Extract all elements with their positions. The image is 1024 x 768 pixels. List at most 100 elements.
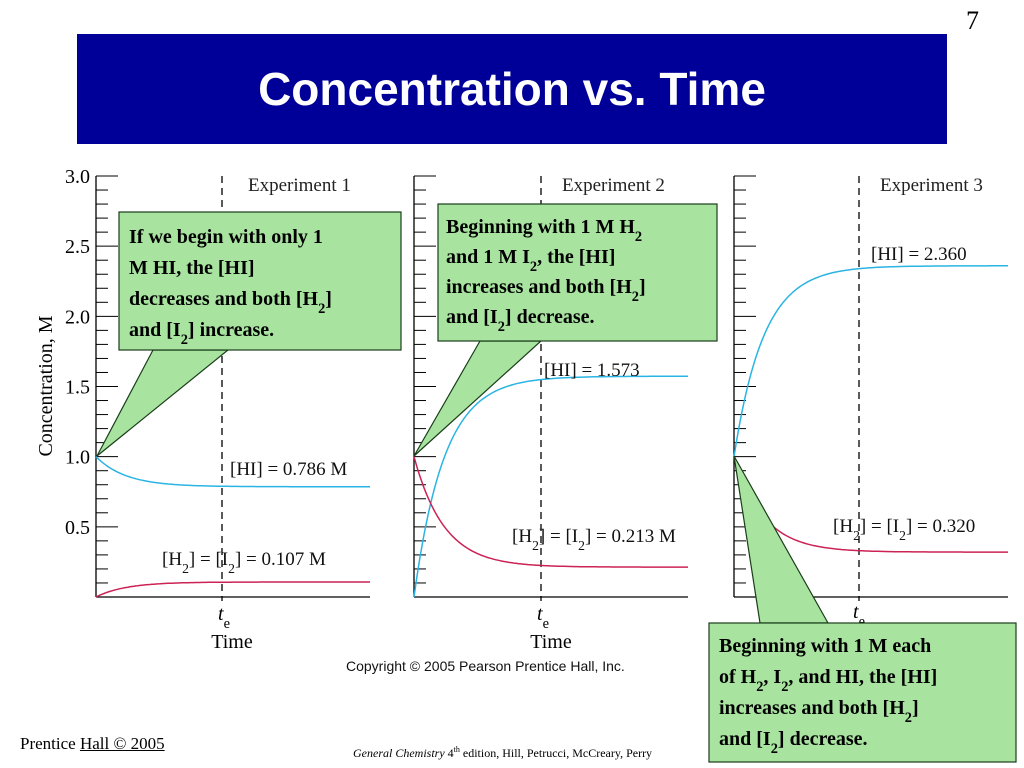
callout-text-line-part: increases and both [H — [446, 276, 632, 298]
callout-text-line-part: Beginning with 1 M each — [719, 635, 931, 657]
callout-text-line: of H2, I2, and HI, the [HI] — [719, 666, 937, 695]
y-tick-label: 1.5 — [65, 377, 90, 399]
callout-pointer — [413, 340, 543, 457]
h2-i2-equilibrium-label-part: 2 — [532, 538, 539, 553]
callout-text-line-part: , the [HI] — [537, 246, 615, 268]
hi-curve — [733, 265, 1008, 457]
y-tick-label: 2.0 — [65, 306, 90, 328]
slide-title: Concentration vs. Time — [258, 63, 766, 115]
callout-1: If we begin with only 1 M HI, the [HI] dec… — [96, 211, 402, 457]
callout-text-line-part: ] decrease. — [778, 728, 868, 750]
hi-curve — [95, 456, 370, 488]
h2-i2-equilibrium-label-part: ] = 0.320 — [906, 516, 975, 537]
h2-i2-curve — [413, 456, 688, 568]
callout-text-line-part: 2 — [632, 289, 639, 305]
footer-publisher: Prentice Hall © 2005 — [20, 734, 165, 754]
callout-text-line: decreases and both [H2] — [129, 288, 332, 317]
callout-text-line-part: If we begin with only 1 — [129, 226, 323, 248]
x-tick-t: t — [218, 603, 224, 625]
x-tick-t: t — [853, 601, 859, 623]
callout-text-line-part: ] — [912, 697, 919, 719]
x-tick-label-te: te — [218, 603, 230, 632]
callout-text-line: and [I2] decrease. — [446, 306, 595, 335]
callout-text-line-part: decreases and both [H — [129, 288, 319, 310]
panel-title: Experiment 1 — [248, 175, 351, 196]
h2-i2-curve — [733, 456, 1008, 553]
callout-text-line-part: ] increase. — [188, 319, 274, 341]
callout-text-line-part: , I — [763, 666, 781, 688]
callout-text-line-part: increases and both [H — [719, 697, 905, 719]
x-tick-label-te: te — [853, 601, 865, 630]
footer-book-citation: General Chemistry 4th edition, Hill, Pet… — [353, 745, 652, 761]
callout-box — [118, 211, 402, 351]
panel-experiment-1: [HI] = 0.786 M[H2] = [I2] = 0.107 MteTim… — [95, 175, 370, 653]
footer-publisher-prefix: Prentice — [20, 734, 80, 753]
callout-pointer — [733, 455, 830, 624]
footer-book-rest: edition, Hill, Petrucci, McCreary, Perry — [459, 746, 653, 760]
h2-i2-equilibrium-label: [H2] = [I2] = 0.213 M — [512, 526, 676, 553]
callout-text-line-part: and [I — [446, 306, 498, 328]
slide-number: 7 — [966, 6, 979, 35]
x-tick-t: t — [537, 603, 543, 625]
h2-i2-equilibrium-label-part: [H — [162, 549, 182, 570]
panel-title: Experiment 3 — [880, 175, 983, 196]
callout-text-line-part: ] — [325, 288, 332, 310]
callout-text-line: increases and both [H2] — [719, 697, 919, 726]
callout-text-line-part: 2 — [756, 679, 763, 695]
h2-i2-equilibrium-label-part: 2 — [853, 528, 860, 543]
h2-i2-equilibrium-label-part: ] = [I — [189, 549, 228, 570]
callout-text-line-part: 2 — [498, 319, 505, 335]
callout-box — [708, 622, 1017, 763]
title-banner: Concentration vs. Time — [77, 34, 947, 144]
footer-book-title: General Chemistry — [353, 746, 445, 760]
hi-equilibrium-label: [HI] = 0.786 M — [230, 459, 347, 480]
callout-text-line-part: 2 — [771, 741, 778, 757]
x-tick-subscript: e — [224, 616, 230, 632]
callout-text-line: Beginning with 1 M H2 — [446, 216, 642, 245]
callout-text-line-part: 2 — [530, 259, 537, 275]
callout-text-line: and [I2] decrease. — [719, 728, 868, 757]
h2-i2-equilibrium-label-part: 2 — [899, 528, 906, 543]
x-axis-label: Time — [211, 631, 253, 653]
h2-i2-equilibrium-label-part: 2 — [228, 561, 235, 576]
callout-text-line: and [I2] increase. — [129, 319, 274, 348]
callout-text-line: If we begin with only 1 — [129, 226, 323, 248]
x-tick-label-te: te — [537, 603, 549, 632]
x-tick-subscript: e — [859, 614, 865, 630]
x-tick-subscript: e — [543, 616, 549, 632]
h2-i2-equilibrium-label-part: ] = 0.107 M — [235, 549, 326, 570]
callout-text-line-part: 2 — [318, 301, 325, 317]
h2-i2-equilibrium-label-part: ] = 0.213 M — [585, 526, 676, 547]
callout-text-line-part: 2 — [635, 229, 642, 245]
h2-i2-equilibrium-label-part: ] = [I — [539, 526, 578, 547]
copyright-notice: Copyright © 2005 Pearson Prentice Hall, … — [346, 658, 625, 674]
h2-i2-equilibrium-label-part: [H — [512, 526, 532, 547]
callout-text-line-part: , and HI, the [HI] — [788, 666, 937, 688]
h2-i2-equilibrium-label-part: 2 — [578, 538, 585, 553]
callout-text-line-part: 2 — [905, 710, 912, 726]
callout-text-line-part: 2 — [181, 332, 188, 348]
callout-text-line-part: ] — [639, 276, 646, 298]
y-axis-label: Concentration, M — [35, 315, 57, 456]
callout-text-line-part: of H — [719, 666, 757, 688]
callout-text-line: and 1 M I2, the [HI] — [446, 246, 615, 275]
h2-i2-equilibrium-label: [H2] = [I2] = 0.107 M — [162, 549, 326, 576]
panel-title: Experiment 2 — [562, 175, 665, 196]
h2-i2-equilibrium-label-part: 2 — [182, 561, 189, 576]
callout-text-line-part: Beginning with 1 M H — [446, 216, 635, 238]
callout-text-line-part: and [I — [129, 319, 181, 341]
callout-text-line-part: and 1 M I — [446, 246, 530, 268]
callout-pointer — [96, 349, 230, 457]
y-tick-label: 3.0 — [65, 166, 90, 188]
callout-text-line-part: M HI, the [HI] — [129, 257, 255, 279]
callout-text-line: M HI, the [HI] — [129, 257, 255, 279]
h2-i2-curve — [95, 581, 370, 598]
callout-box — [437, 203, 718, 342]
h2-i2-equilibrium-label-part: ] = [I — [860, 516, 899, 537]
callout-text-line-part: and [I — [719, 728, 771, 750]
